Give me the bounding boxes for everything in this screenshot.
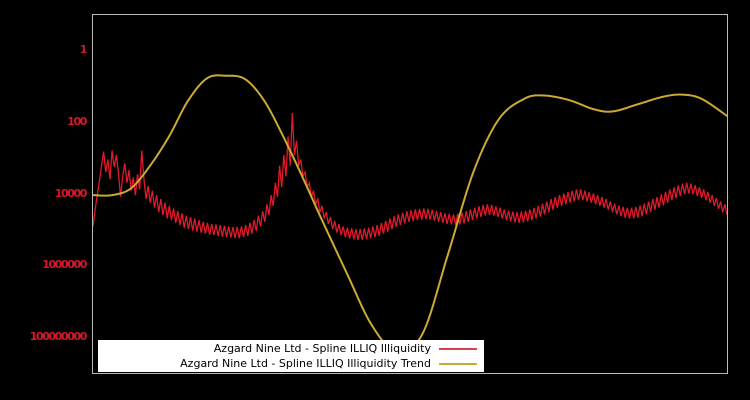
series-illiquidity-line: [93, 113, 727, 241]
legend-item-illiquidity-color-swatch: [439, 347, 477, 350]
y-axis-tick-100000000: 100000000: [29, 330, 88, 343]
legend-item-illiquidity-label: Azgard Nine Ltd - Spline ILLIQ Illiquidi…: [213, 342, 431, 355]
illiquidity-polyline: [93, 113, 727, 241]
y-axis-tick-labels: 1 100 10000 1000000 100000000: [0, 0, 88, 400]
chart-canvas: [93, 74, 727, 354]
y-axis-tick-100: 100: [67, 115, 87, 128]
legend-item-illiquidity-trend-color-swatch: [439, 362, 477, 365]
y-axis-tick-1000000: 1000000: [42, 258, 87, 271]
plot-area: [92, 14, 728, 374]
legend-item-illiquidity-trend: Azgard Nine Ltd - Spline ILLIQ Illiquidi…: [99, 356, 483, 371]
y-axis-tick-1: 1: [79, 43, 88, 56]
y-axis-tick-10000: 10000: [54, 187, 88, 200]
legend-item-illiquidity: Azgard Nine Ltd - Spline ILLIQ Illiquidi…: [99, 341, 483, 356]
chart-legend: Azgard Nine Ltd - Spline ILLIQ Illiquidi…: [98, 340, 484, 372]
legend-item-illiquidity-trend-label: Azgard Nine Ltd - Spline ILLIQ Illiquidi…: [180, 357, 431, 370]
plot-clip: [93, 15, 727, 373]
